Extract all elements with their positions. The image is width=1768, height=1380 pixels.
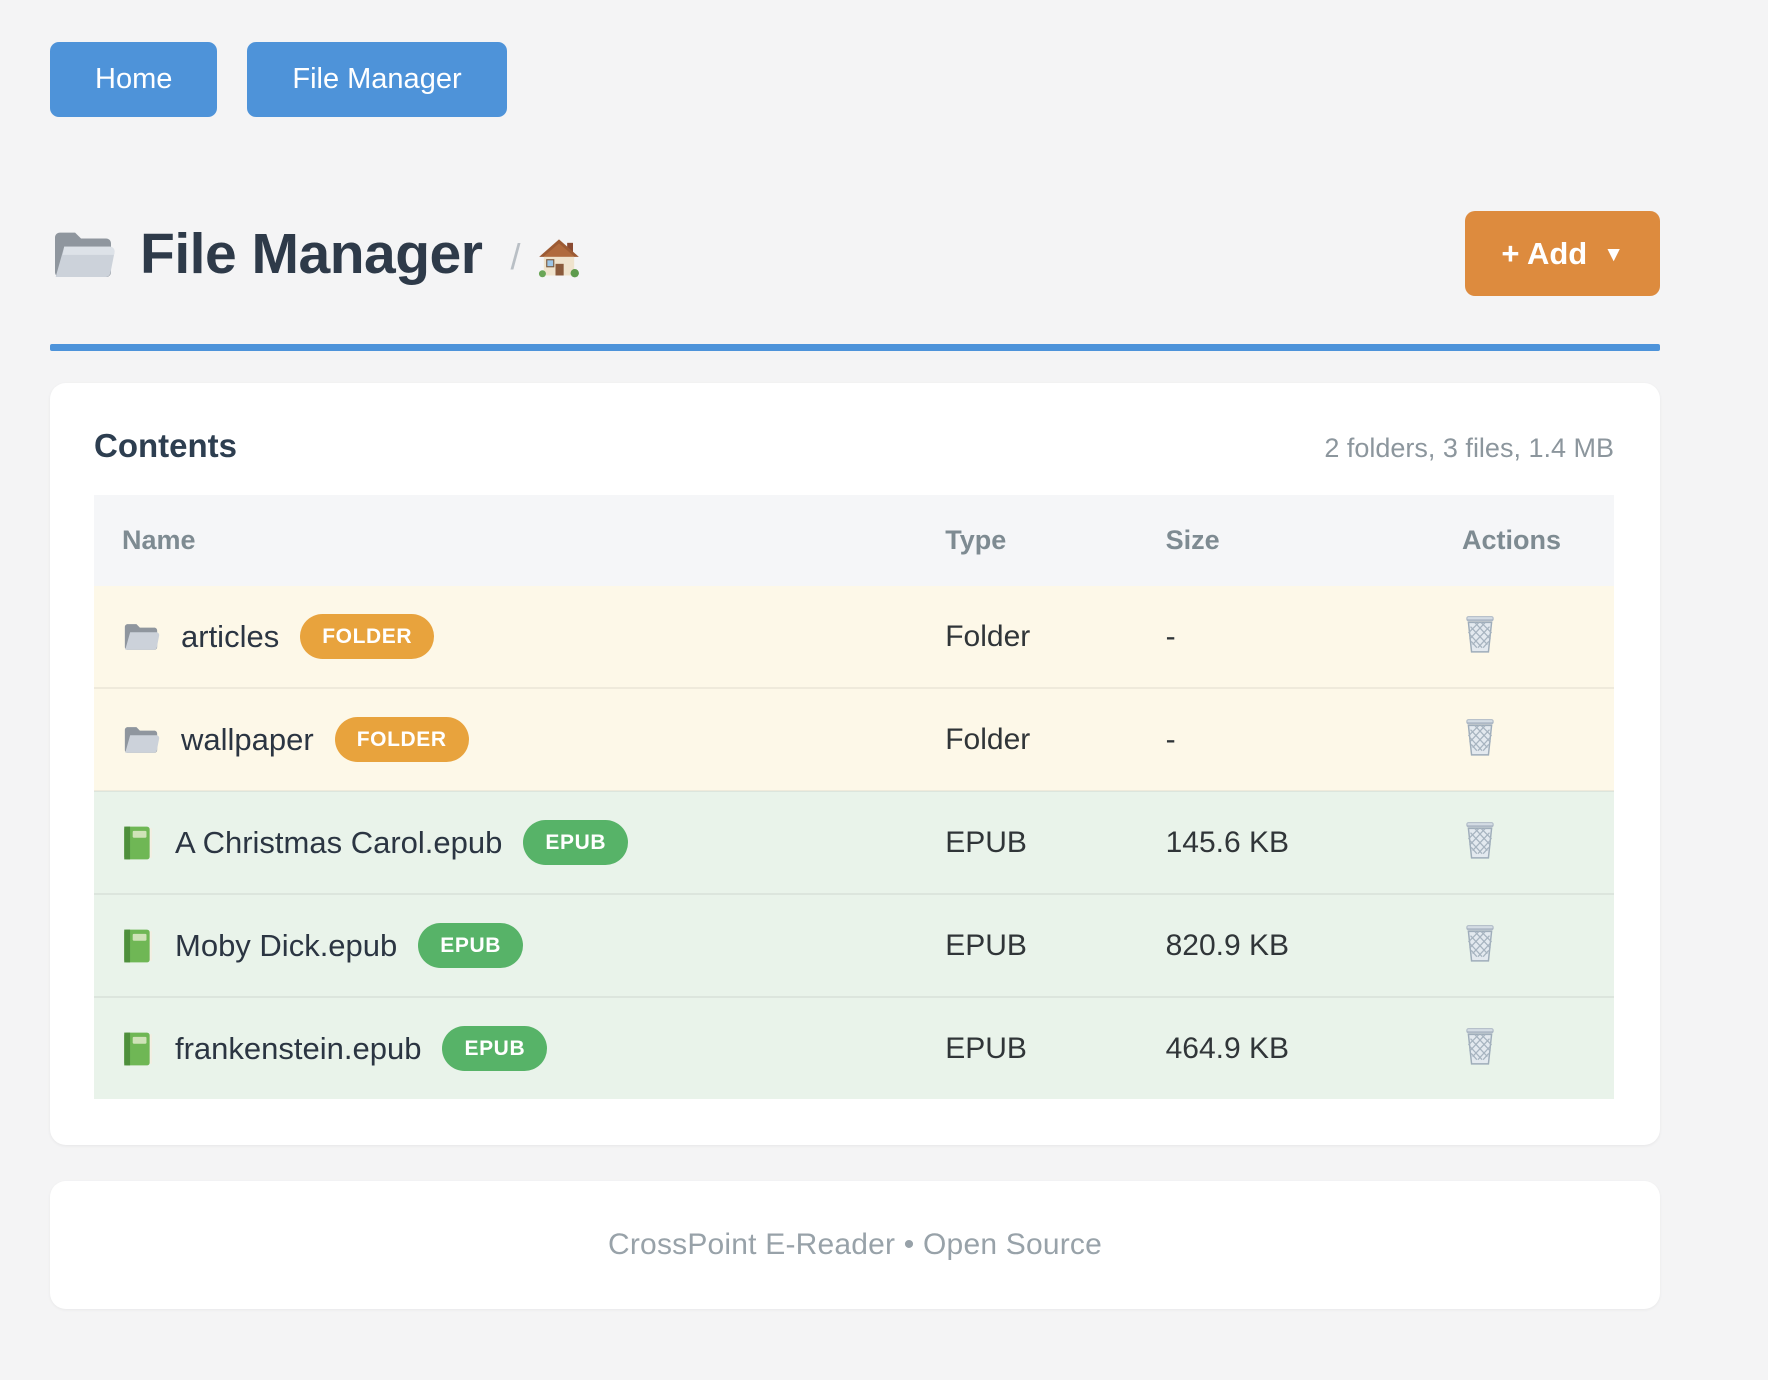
type-cell: EPUB [945,996,1166,1099]
type-cell: Folder [945,586,1166,688]
card-title: Contents [94,427,237,464]
green-book-icon [122,1031,154,1067]
type-cell: Folder [945,687,1166,791]
file-name: articles [181,618,280,654]
type-cell: EPUB [945,790,1166,894]
folder-icon [122,620,160,653]
open-folder-icon [50,226,116,282]
table-row[interactable]: wallpaper FOLDER Folder - [94,687,1614,791]
folder-icon [122,723,160,756]
house-icon[interactable] [538,238,580,278]
add-button[interactable]: + Add ▼ [1465,211,1660,296]
size-cell: - [1165,586,1462,688]
table-row[interactable]: Moby Dick.epub EPUB EPUB 820.9 KB [94,893,1614,997]
type-badge: EPUB [442,1026,548,1071]
size-cell: 820.9 KB [1165,893,1462,997]
size-cell: 464.9 KB [1165,996,1462,1099]
table-header: Name Type Size Actions [94,495,1614,586]
green-book-icon [122,825,154,861]
card-head: Contents 2 folders, 3 files, 1.4 MB [94,427,1614,465]
green-book-icon [122,928,154,964]
wastebasket-icon [1462,925,1498,966]
table-body: articles FOLDER Folder - [94,586,1614,1099]
file-name: wallpaper [181,721,314,757]
column-header-name: Name [94,495,946,586]
wastebasket-icon [1462,1028,1498,1069]
type-badge: EPUB [418,923,524,968]
delete-button[interactable] [1462,820,1498,860]
page-title: File Manager [140,221,483,286]
delete-button[interactable] [1462,1026,1498,1066]
contents-summary: 2 folders, 3 files, 1.4 MB [1324,433,1614,463]
file-manager-button[interactable]: File Manager [247,42,507,117]
file-name: Moby Dick.epub [175,927,398,963]
breadcrumb-separator: / [510,235,521,277]
footer-text: CrossPoint E-Reader • Open Source [608,1228,1102,1261]
file-name: A Christmas Carol.epub [175,824,503,860]
contents-card: Contents 2 folders, 3 files, 1.4 MB Name… [50,383,1660,1145]
add-button-label: + Add [1501,235,1588,271]
delete-button[interactable] [1462,717,1498,757]
title-wrap: File Manager / [50,221,580,287]
column-header-type: Type [945,495,1166,586]
home-button[interactable]: Home [50,42,218,117]
top-nav: Home File Manager [50,42,1660,117]
page-header: File Manager / + Add ▼ [50,211,1660,296]
table-row[interactable]: frankenstein.epub EPUB EPUB 464.9 KB [94,996,1614,1099]
delete-button[interactable] [1462,614,1498,654]
file-name: frankenstein.epub [175,1030,422,1066]
wastebasket-icon [1462,822,1498,863]
title-divider [50,344,1660,351]
files-table: Name Type Size Actions [94,495,1614,1099]
size-cell: 145.6 KB [1165,790,1462,894]
chevron-down-icon: ▼ [1603,242,1624,266]
table-row[interactable]: A Christmas Carol.epub EPUB EPUB 145.6 K… [94,790,1614,894]
table-row[interactable]: articles FOLDER Folder - [94,586,1614,688]
page: Home File Manager File Manager / [50,0,1660,1369]
type-cell: EPUB [945,893,1166,997]
wastebasket-icon [1462,616,1498,657]
footer-card: CrossPoint E-Reader • Open Source [50,1181,1660,1309]
delete-button[interactable] [1462,923,1498,963]
size-cell: - [1165,687,1462,791]
type-badge: FOLDER [300,614,435,659]
type-badge: FOLDER [334,717,469,762]
wastebasket-icon [1462,719,1498,760]
type-badge: EPUB [523,820,629,865]
column-header-size: Size [1165,495,1462,586]
column-header-actions: Actions [1461,495,1614,586]
